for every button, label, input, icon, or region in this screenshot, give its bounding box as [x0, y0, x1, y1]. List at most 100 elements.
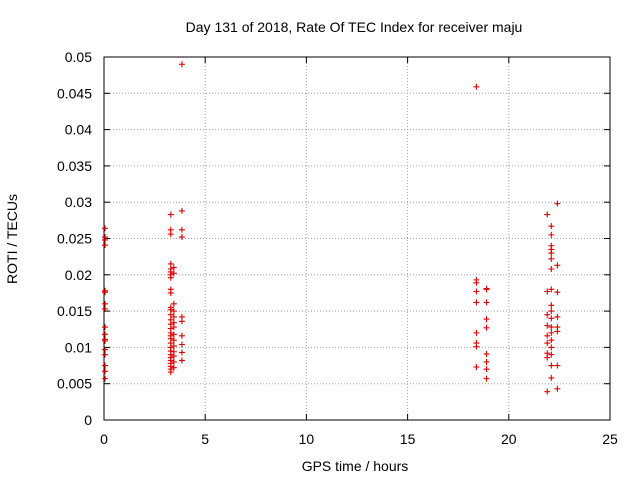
data-point-plus [178, 234, 185, 241]
data-point-plus [544, 311, 551, 318]
data-point-plus [102, 236, 109, 243]
data-point-plus [170, 337, 177, 344]
data-point-plus [102, 289, 109, 296]
data-point-plus [548, 302, 555, 309]
x-tick-label: 5 [201, 431, 209, 447]
data-point-plus [102, 362, 109, 369]
data-point-plus [473, 288, 480, 295]
data-point-plus [178, 207, 185, 214]
data-point-plus [473, 83, 480, 90]
data-point-plus [178, 226, 185, 233]
data-point-plus [544, 332, 551, 339]
x-tick-labels: 0 5 10 15 20 25 [100, 431, 618, 447]
data-point-plus [548, 351, 555, 358]
data-point-plus [178, 349, 185, 356]
data-point-plus [548, 315, 555, 322]
y-tick-label: 0.02 [65, 267, 92, 283]
data-point-plus [483, 366, 490, 373]
x-tick-label: 10 [299, 431, 315, 447]
y-tick-label: 0.035 [57, 158, 92, 174]
y-tick-label: 0.03 [65, 194, 92, 210]
data-point-plus [167, 289, 174, 296]
y-tick-label: 0.025 [57, 231, 92, 247]
data-point-plus [483, 375, 490, 382]
data-point-plus [554, 385, 561, 392]
data-point-plus [170, 364, 177, 371]
data-point-plus [170, 331, 177, 338]
data-point-plus [102, 337, 109, 344]
data-point-plus [483, 358, 490, 365]
data-point-plus [102, 331, 109, 338]
data-point-plus [483, 299, 490, 306]
y-tick-label: 0.04 [65, 122, 92, 138]
data-point-plus [483, 324, 490, 331]
data-point-plus [170, 308, 177, 315]
data-point-plus [167, 274, 174, 281]
data-point-plus [544, 340, 551, 347]
data-point-plus [554, 262, 561, 269]
x-tick-label: 0 [100, 431, 108, 447]
data-point-plus [554, 328, 561, 335]
y-tick-label: 0 [84, 412, 92, 428]
data-point-plus [554, 200, 561, 207]
y-tick-label: 0.05 [65, 49, 92, 65]
data-point-plus [554, 313, 561, 320]
data-point-plus [102, 225, 109, 232]
y-tick-label: 0.005 [57, 376, 92, 392]
data-point-plus [102, 324, 109, 331]
y-tick-labels: 0 0.005 0.01 0.015 0.02 0.025 0.03 0.035 0.04 0.0… [57, 49, 92, 428]
data-point-plus [548, 308, 555, 315]
data-point-plus [102, 368, 109, 375]
data-point-plus [102, 375, 109, 382]
data-point-plus [102, 242, 109, 249]
x-tick-label: 25 [602, 431, 618, 447]
data-point-plus [102, 351, 109, 358]
y-axis-label: ROTI / TECUs [4, 194, 20, 284]
data-point-plus [548, 265, 555, 272]
data-point-plus [167, 260, 174, 267]
data-point-plus [170, 264, 177, 271]
data-point-plus [170, 342, 177, 349]
data-point-plus [483, 286, 490, 293]
data-point-plus [548, 324, 555, 331]
data-point-plus [548, 231, 555, 238]
data-point-plus [473, 299, 480, 306]
grid-lines [104, 57, 610, 420]
data-point-plus [544, 322, 551, 329]
y-tick-label: 0.045 [57, 85, 92, 101]
data-point-plus [170, 313, 177, 320]
data-point-plus [548, 255, 555, 262]
data-point-plus [167, 311, 174, 318]
data-point-plus [170, 324, 177, 331]
data-point-plus [473, 343, 480, 350]
data-point-plus [102, 300, 109, 307]
data-point-plus [178, 61, 185, 68]
data-point-plus [554, 362, 561, 369]
data-point-plus [178, 341, 185, 348]
y-tick-label: 0.015 [57, 303, 92, 319]
data-point-plus [554, 289, 561, 296]
data-point-plus [548, 374, 555, 381]
y-tick-label: 0.01 [65, 339, 92, 355]
data-point-plus [102, 305, 109, 312]
chart-title: Day 131 of 2018, Rate Of TEC Index for r… [186, 19, 523, 35]
x-tick-label: 15 [400, 431, 416, 447]
data-point-plus [483, 316, 490, 323]
x-tick-label: 20 [501, 431, 517, 447]
data-point-plus [548, 337, 555, 344]
data-point-plus [170, 353, 177, 360]
data-point-plus [544, 211, 551, 218]
axis-ticks [103, 56, 611, 421]
data-point-plus [548, 329, 555, 336]
data-point-plus [167, 211, 174, 218]
data-point-plus [548, 344, 555, 351]
data-point-plus [178, 357, 185, 364]
data-point-plus [170, 300, 177, 307]
data-point-plus [170, 270, 177, 277]
data-point-plus [473, 329, 480, 336]
data-point-plus [167, 306, 174, 313]
data-point-plus [178, 318, 185, 325]
data-point-plus [170, 358, 177, 365]
data-point-plus [167, 369, 174, 376]
